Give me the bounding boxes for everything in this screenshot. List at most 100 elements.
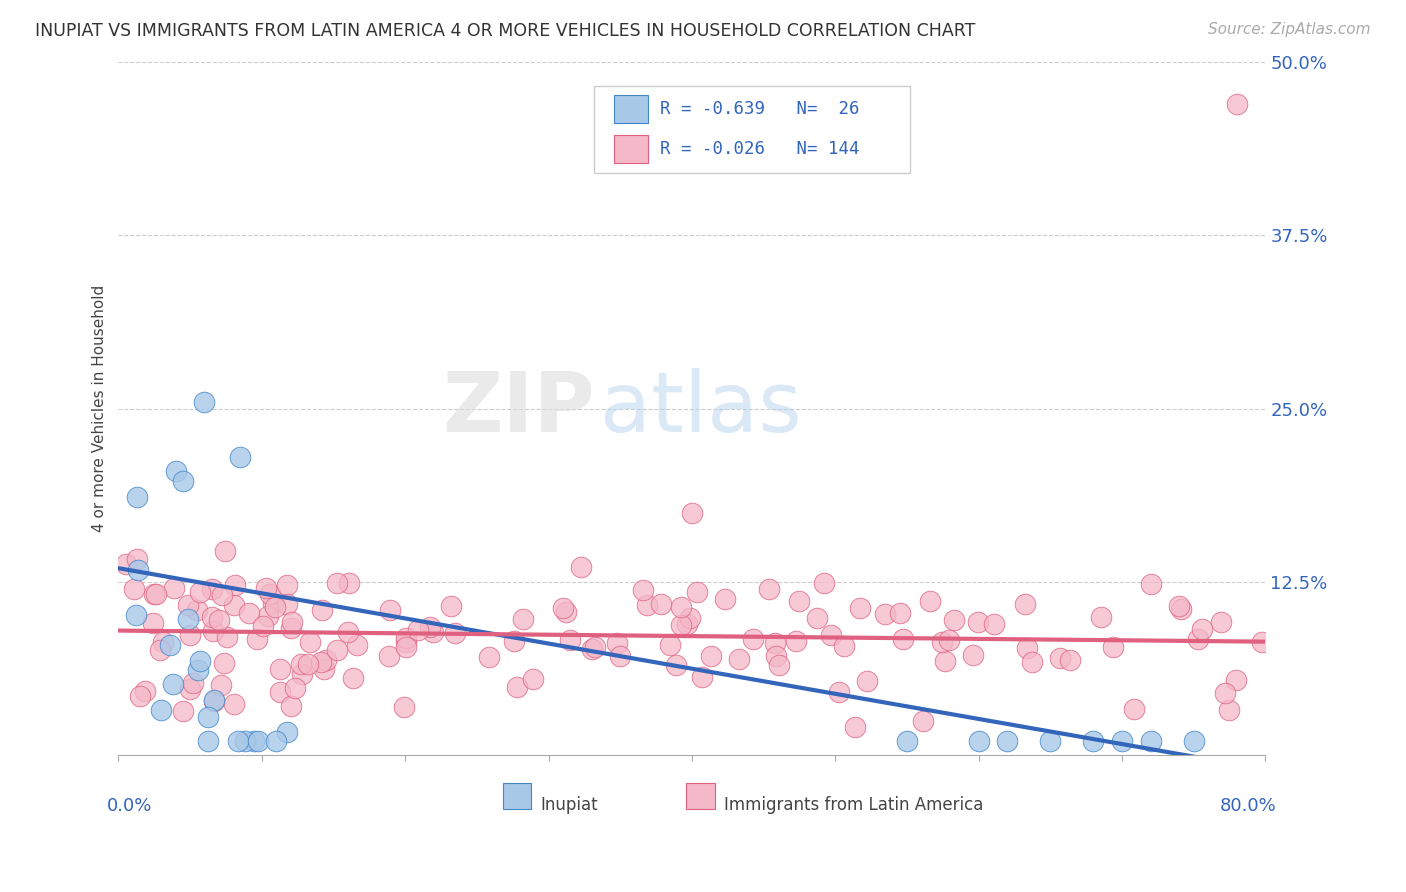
Point xyxy=(1090,609,1112,624)
Point xyxy=(208,613,231,627)
Point xyxy=(233,734,256,748)
Point xyxy=(211,588,233,602)
Text: R = -0.026   N= 144: R = -0.026 N= 144 xyxy=(659,140,859,158)
Text: atlas: atlas xyxy=(600,368,801,450)
Point xyxy=(149,642,172,657)
Point xyxy=(889,607,911,621)
Point xyxy=(820,628,842,642)
Point xyxy=(311,603,333,617)
Point xyxy=(214,544,236,558)
Point xyxy=(1191,622,1213,636)
Text: 0.0%: 0.0% xyxy=(107,797,152,815)
Point xyxy=(202,694,225,708)
Point xyxy=(380,603,402,617)
Point xyxy=(806,611,828,625)
Point xyxy=(172,704,194,718)
Point xyxy=(229,450,252,465)
Point xyxy=(675,617,697,632)
Point xyxy=(983,617,1005,632)
Point xyxy=(299,635,322,649)
Point xyxy=(873,607,896,621)
Point xyxy=(727,652,749,666)
Point xyxy=(1139,734,1161,748)
Point xyxy=(938,632,960,647)
Point xyxy=(1111,734,1133,748)
Point xyxy=(827,685,849,699)
Point xyxy=(931,635,953,649)
Point xyxy=(337,624,360,639)
Point xyxy=(297,657,319,671)
Point xyxy=(478,650,501,665)
Point xyxy=(1039,734,1062,748)
Point xyxy=(215,630,238,644)
Point xyxy=(115,557,138,571)
Point xyxy=(551,601,574,615)
Point xyxy=(669,618,692,632)
Point xyxy=(419,620,441,634)
Point xyxy=(238,607,260,621)
Point xyxy=(918,593,941,607)
Point xyxy=(686,584,709,599)
Point xyxy=(1083,734,1105,748)
Point xyxy=(284,681,307,696)
Point xyxy=(252,619,274,633)
Point xyxy=(290,657,312,671)
Point xyxy=(188,654,211,668)
Point xyxy=(226,734,249,748)
Point xyxy=(315,652,337,666)
Point xyxy=(690,670,713,684)
Point xyxy=(186,602,208,616)
Point xyxy=(127,491,149,505)
Point xyxy=(650,598,672,612)
Point xyxy=(125,607,148,622)
Text: ZIP: ZIP xyxy=(441,368,595,450)
Point xyxy=(256,609,278,624)
Point xyxy=(1168,599,1191,614)
Bar xyxy=(686,783,714,809)
Point xyxy=(163,581,186,595)
Point xyxy=(942,613,965,627)
Bar xyxy=(614,135,648,162)
Point xyxy=(813,576,835,591)
Point xyxy=(681,506,703,520)
Point xyxy=(1139,577,1161,591)
Point xyxy=(394,700,416,714)
Bar xyxy=(614,95,648,123)
Point xyxy=(1015,641,1038,656)
Point xyxy=(188,585,211,599)
Point xyxy=(911,714,934,728)
Point xyxy=(669,600,692,615)
Point xyxy=(503,634,526,648)
Point xyxy=(606,636,628,650)
Point xyxy=(177,612,200,626)
Point xyxy=(555,605,578,619)
Point xyxy=(197,710,219,724)
Y-axis label: 4 or more Vehicles in Household: 4 or more Vehicles in Household xyxy=(93,285,107,533)
Point xyxy=(844,720,866,734)
Point xyxy=(1182,734,1205,748)
Point xyxy=(997,734,1019,748)
Point xyxy=(768,658,790,673)
Point xyxy=(187,663,209,677)
Point xyxy=(789,594,811,608)
Point xyxy=(145,587,167,601)
Point xyxy=(269,662,291,676)
Point xyxy=(765,649,787,664)
Point xyxy=(659,638,682,652)
Point xyxy=(202,624,225,638)
Point xyxy=(202,693,225,707)
Point xyxy=(143,586,166,600)
Point xyxy=(181,675,204,690)
Point xyxy=(569,560,592,574)
Point xyxy=(896,734,918,748)
Text: Immigrants from Latin America: Immigrants from Latin America xyxy=(724,796,983,814)
Point xyxy=(609,648,631,663)
Point xyxy=(276,578,298,592)
Point xyxy=(967,615,990,629)
Point xyxy=(224,598,246,612)
Point xyxy=(280,621,302,635)
Point xyxy=(346,638,368,652)
Point xyxy=(264,734,287,748)
Point xyxy=(159,638,181,652)
Point xyxy=(269,685,291,699)
